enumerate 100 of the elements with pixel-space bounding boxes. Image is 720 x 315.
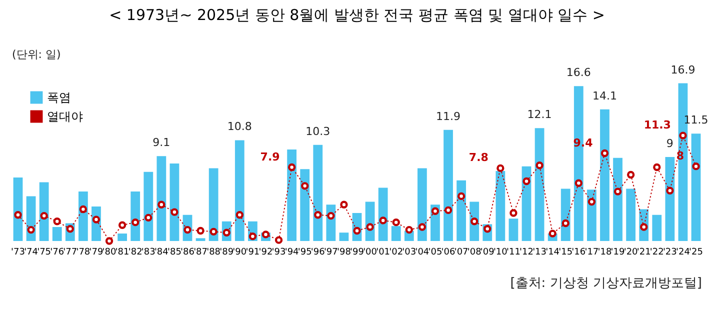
point	[366, 223, 374, 231]
bar	[600, 109, 610, 241]
bar	[508, 218, 518, 241]
bar	[613, 158, 622, 241]
point	[548, 230, 556, 238]
x-tick-label: '78	[76, 248, 90, 258]
data-label: 9.1	[152, 136, 170, 150]
bar	[118, 234, 127, 241]
point	[392, 218, 400, 226]
x-tick-label: '13	[532, 248, 547, 258]
point	[626, 170, 635, 179]
x-tick-label: '77	[63, 248, 78, 258]
point	[431, 207, 440, 215]
x-tick-label: '81	[115, 248, 130, 258]
point	[340, 200, 348, 208]
x-tick-label: '96	[310, 248, 326, 258]
x-tick-label: '25	[689, 248, 703, 258]
bar	[39, 182, 49, 241]
point	[614, 188, 622, 196]
legend-label: 열대야	[47, 110, 83, 124]
bar	[313, 144, 323, 241]
bar	[626, 188, 636, 241]
data-label: 10.8	[227, 120, 252, 134]
point	[53, 218, 61, 226]
x-tick-label: '97	[324, 248, 338, 258]
point	[288, 163, 296, 172]
x-tick-label: '84	[154, 248, 169, 258]
point	[666, 186, 674, 194]
bar	[78, 192, 88, 241]
point	[27, 226, 35, 234]
x-tick-label: '79	[89, 248, 104, 258]
x-tick-label: '15	[558, 248, 573, 258]
data-label: 9.4	[573, 136, 594, 150]
x-tick-label: '83	[141, 248, 156, 258]
point	[196, 226, 204, 235]
point	[457, 192, 466, 200]
point	[692, 162, 700, 170]
point	[79, 205, 88, 214]
x-tick-label: '05	[428, 248, 442, 258]
bar	[391, 226, 401, 241]
x-tick-label: '85	[167, 248, 182, 258]
bar	[378, 188, 388, 241]
point	[262, 230, 270, 238]
x-tick-label: '11	[506, 248, 520, 258]
data-label: 7.9	[260, 150, 280, 164]
x-tick-label: '07	[454, 248, 468, 258]
chart-title: < 1973년~ 2025년 동안 8월에 발생한 전국 평균 폭염 및 열대야 일수 >	[109, 6, 605, 24]
x-tick-label: '16	[572, 248, 586, 258]
x-tick-label: '92	[258, 248, 273, 258]
point	[118, 221, 126, 229]
point	[562, 219, 570, 228]
x-tick-label: '24	[676, 248, 690, 258]
data-label: 10.3	[306, 124, 330, 138]
x-tick-label: '73	[11, 248, 25, 258]
point	[170, 208, 178, 216]
point	[510, 209, 518, 217]
data-label: 11.9	[436, 110, 461, 123]
x-tick-label: '86	[180, 248, 195, 258]
point	[653, 163, 661, 172]
x-tick-label: '04	[415, 248, 430, 258]
x-tick-label: '23	[662, 248, 677, 258]
x-tick-label: '22	[650, 248, 664, 258]
point	[522, 177, 530, 186]
x-tick-label: '82	[128, 248, 142, 258]
x-tick-label: '88	[206, 248, 221, 258]
x-tick-label: '87	[194, 248, 208, 258]
x-tick-label: '91	[246, 248, 260, 258]
bar	[691, 134, 701, 241]
x-tick-label: '74	[24, 248, 38, 258]
point	[236, 211, 244, 219]
bar	[156, 156, 166, 241]
x-tick-label: '18	[598, 248, 612, 258]
point	[327, 212, 335, 220]
x-tick-label: '06	[441, 248, 456, 258]
x-tick-label: '14	[546, 248, 560, 258]
bar	[534, 128, 544, 241]
bar	[444, 130, 453, 241]
data-label: 16.6	[566, 66, 591, 80]
bar	[652, 214, 662, 241]
x-tick-label: '99	[350, 248, 364, 258]
point	[679, 132, 687, 140]
x-tick-label: '90	[232, 248, 247, 258]
bar	[300, 169, 310, 241]
data-label: 16.9	[670, 63, 696, 76]
point	[248, 232, 257, 240]
point	[40, 212, 48, 220]
x-tick-label: '19	[610, 248, 625, 258]
legend-label: 폭염	[47, 90, 71, 104]
x-tick-label: '89	[220, 248, 234, 258]
data-label: 11.3	[644, 118, 671, 132]
data-label: 12.1	[527, 108, 552, 122]
x-tick-label: '00	[363, 248, 378, 258]
point	[418, 223, 426, 231]
bar	[418, 168, 427, 241]
x-tick-label: '01	[376, 248, 390, 258]
x-tick-label: '03	[402, 248, 416, 258]
point	[600, 149, 609, 158]
bar	[496, 171, 506, 241]
x-tick-label: '10	[493, 248, 508, 258]
x-tick-label: '80	[102, 248, 116, 258]
